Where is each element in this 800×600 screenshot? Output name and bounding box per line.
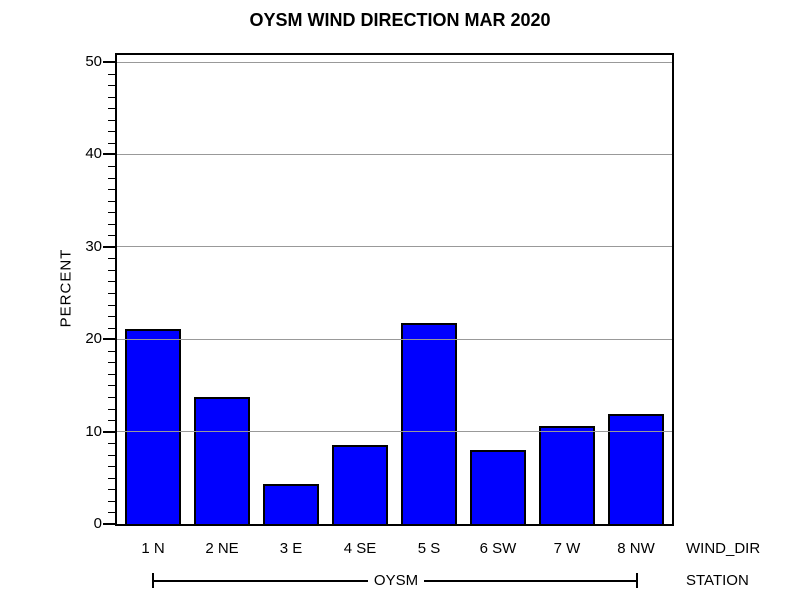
y-minor-tick bbox=[108, 385, 115, 387]
y-minor-tick bbox=[108, 85, 115, 87]
y-minor-tick bbox=[108, 235, 115, 237]
y-minor-tick bbox=[108, 177, 115, 179]
y-minor-tick bbox=[108, 316, 115, 318]
y-major-tick-0 bbox=[103, 523, 115, 525]
x-tick-label-3-e: 3 E bbox=[279, 540, 303, 557]
y-minor-tick bbox=[108, 304, 115, 306]
gridline-20 bbox=[117, 338, 672, 340]
y-minor-tick bbox=[108, 350, 115, 352]
y-minor-tick bbox=[108, 200, 115, 202]
y-major-tick-20 bbox=[103, 338, 115, 341]
bar-2-ne bbox=[194, 397, 250, 524]
y-minor-tick bbox=[108, 327, 115, 329]
y-minor-tick bbox=[108, 466, 115, 468]
group-bracket-line-left bbox=[153, 580, 368, 582]
y-axis-label: PERCENT bbox=[57, 248, 75, 328]
y-tick-label-10: 10 bbox=[85, 422, 102, 440]
gridline-40 bbox=[117, 153, 672, 155]
y-minor-tick bbox=[108, 142, 115, 144]
x-tick-label-4-se: 4 SE bbox=[343, 540, 377, 557]
chart-title: OYSM WIND DIRECTION MAR 2020 bbox=[249, 10, 551, 30]
y-tick-label-20: 20 bbox=[85, 330, 102, 348]
y-minor-tick bbox=[108, 212, 115, 214]
y-minor-tick bbox=[108, 119, 115, 121]
y-minor-tick bbox=[108, 293, 115, 294]
y-minor-tick bbox=[108, 408, 115, 410]
gridline-30 bbox=[117, 246, 672, 248]
y-tick-label-50: 50 bbox=[85, 53, 102, 70]
y-minor-tick bbox=[108, 223, 115, 225]
y-minor-tick bbox=[108, 420, 115, 422]
x-tick-label-6-sw: 6 SW bbox=[479, 540, 517, 557]
y-minor-tick bbox=[108, 96, 115, 98]
group-bracket-line-right bbox=[424, 580, 637, 582]
y-major-tick-40 bbox=[103, 153, 115, 156]
y-tick-label-0: 0 bbox=[93, 515, 102, 532]
bar-8-nw bbox=[608, 414, 664, 524]
x-tick-label-8-nw: 8 NW bbox=[617, 540, 655, 557]
y-minor-tick bbox=[108, 73, 115, 75]
plot-area bbox=[103, 53, 674, 526]
y-minor-tick bbox=[108, 362, 115, 364]
bar-7-w bbox=[539, 426, 595, 524]
x-tick-label-5-s: 5 S bbox=[417, 540, 441, 557]
y-minor-tick bbox=[108, 489, 115, 491]
bar-1-n bbox=[125, 329, 181, 524]
y-major-tick-30 bbox=[103, 245, 115, 248]
y-minor-tick bbox=[108, 477, 115, 479]
x-tick-label-1-n: 1 N bbox=[141, 540, 165, 557]
y-minor-tick bbox=[108, 108, 115, 110]
y-minor-tick bbox=[108, 131, 115, 133]
group-bracket-right-tick bbox=[636, 573, 638, 588]
y-minor-tick bbox=[108, 269, 115, 271]
bar-4-se bbox=[332, 445, 388, 524]
gridline-50 bbox=[117, 61, 672, 63]
x-tick-label-2-ne: 2 NE bbox=[205, 540, 239, 557]
y-tick-label-40: 40 bbox=[85, 145, 102, 163]
y-major-tick-10 bbox=[103, 430, 115, 433]
y-minor-tick bbox=[108, 281, 115, 283]
y-tick-label-30: 30 bbox=[85, 237, 102, 255]
bar-6-sw bbox=[470, 450, 526, 524]
y-minor-tick bbox=[108, 258, 115, 260]
y-minor-tick bbox=[108, 396, 115, 398]
y-minor-tick bbox=[108, 512, 115, 514]
y-minor-tick bbox=[108, 443, 115, 445]
y-minor-tick bbox=[108, 165, 115, 167]
x-axis-name: WIND_DIR bbox=[686, 540, 761, 557]
y-minor-tick bbox=[108, 500, 115, 502]
bar-5-s bbox=[401, 323, 457, 524]
bar-3-e bbox=[263, 484, 319, 524]
group-value-label: OYSM bbox=[368, 572, 424, 590]
y-major-tick-50 bbox=[103, 61, 115, 63]
y-minor-tick bbox=[108, 189, 115, 191]
y-minor-tick bbox=[108, 454, 115, 456]
y-minor-tick bbox=[108, 373, 115, 375]
gridline-10 bbox=[117, 431, 672, 433]
group-axis-name: STATION bbox=[686, 572, 749, 589]
x-tick-label-7-w: 7 W bbox=[553, 540, 581, 557]
